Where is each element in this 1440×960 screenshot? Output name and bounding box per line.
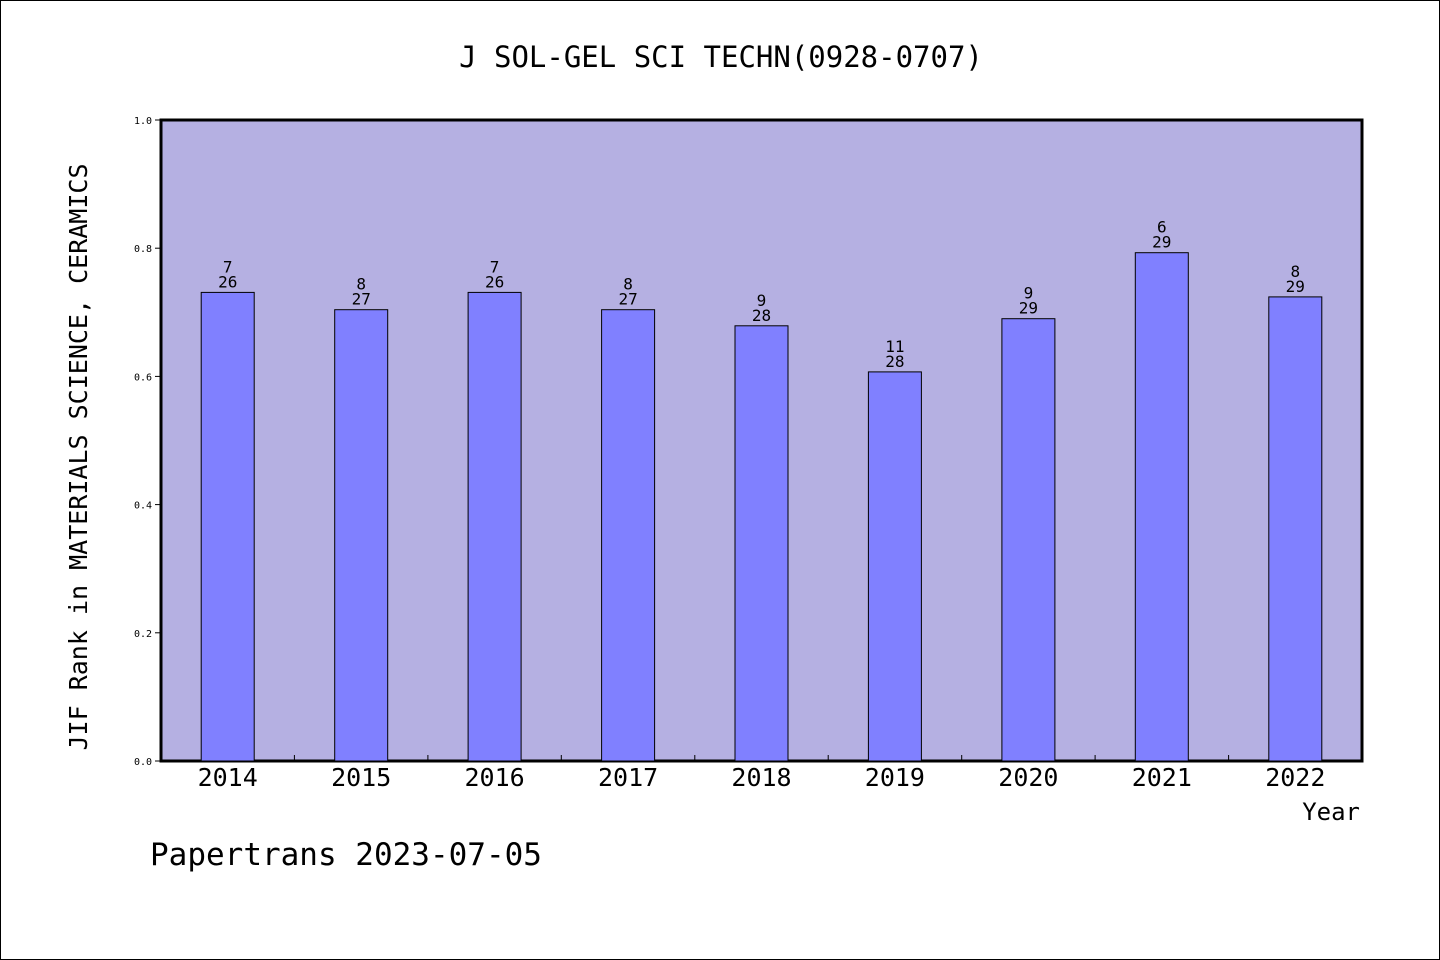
bar-total-label: 29 bbox=[1286, 277, 1305, 296]
bar-total-label: 26 bbox=[485, 272, 504, 291]
x-tick-label: 2020 bbox=[998, 763, 1058, 792]
bar-rank-label: 9 bbox=[1024, 284, 1034, 303]
bar-rank-label: 8 bbox=[1290, 262, 1300, 281]
x-tick-label: 2017 bbox=[598, 763, 658, 792]
bar-total-label: 27 bbox=[618, 290, 637, 309]
y-tick-label: 0.0 bbox=[134, 757, 152, 768]
x-tick-label: 2015 bbox=[331, 763, 391, 792]
bar-rank-label: 6 bbox=[1157, 218, 1167, 237]
bar-group bbox=[200, 252, 1323, 762]
bar bbox=[334, 309, 389, 762]
chart-title: J SOL-GEL SCI TECHN(0928-0707) bbox=[459, 40, 983, 74]
y-axis-label: JIF Rank in MATERIALS SCIENCE, CERAMICS bbox=[64, 164, 93, 751]
bar-rank-label: 8 bbox=[623, 275, 633, 294]
bar-total-label: 29 bbox=[1019, 299, 1038, 318]
x-tick-label: 2014 bbox=[198, 763, 258, 792]
y-tick-label: 0.8 bbox=[134, 244, 152, 255]
x-tick-label: 2019 bbox=[865, 763, 925, 792]
bar-total-label: 27 bbox=[352, 290, 371, 309]
bar-total-label: 26 bbox=[218, 272, 237, 291]
bar-rank-label: 7 bbox=[223, 257, 233, 276]
footer-text: Papertrans 2023-07-05 bbox=[150, 837, 542, 873]
bar bbox=[467, 291, 522, 762]
y-tick-label: 0.6 bbox=[134, 372, 152, 383]
y-tick-label: 0.2 bbox=[134, 629, 152, 640]
bar-rank-label: 8 bbox=[356, 275, 366, 294]
bar bbox=[867, 371, 922, 762]
y-axis: 0.0 0.2 0.4 0.6 0.8 1.0 bbox=[134, 116, 161, 768]
bar-rank-label: 11 bbox=[885, 337, 904, 356]
bar bbox=[734, 325, 789, 762]
bar-rank-label: 9 bbox=[757, 291, 767, 310]
y-tick-label: 1.0 bbox=[134, 116, 152, 127]
x-axis-label: Year bbox=[1302, 798, 1360, 826]
y-tick-label: 0.4 bbox=[134, 501, 152, 512]
bar bbox=[1134, 252, 1189, 762]
bar-total-label: 28 bbox=[752, 306, 771, 325]
x-axis: 2014 2015 2016 2017 2018 2019 2020 2021 2022 bbox=[198, 755, 1325, 792]
bar-rank-label: 7 bbox=[490, 257, 500, 276]
bar bbox=[1001, 318, 1056, 762]
x-tick-label: 2018 bbox=[731, 763, 791, 792]
bar bbox=[200, 291, 255, 762]
bar-total-label: 29 bbox=[1152, 233, 1171, 252]
x-tick-label: 2022 bbox=[1265, 763, 1325, 792]
x-tick-label: 2016 bbox=[464, 763, 524, 792]
bar bbox=[1268, 296, 1323, 762]
x-tick-label: 2021 bbox=[1132, 763, 1192, 792]
bar bbox=[601, 309, 656, 762]
bar-total-label: 28 bbox=[885, 352, 904, 371]
